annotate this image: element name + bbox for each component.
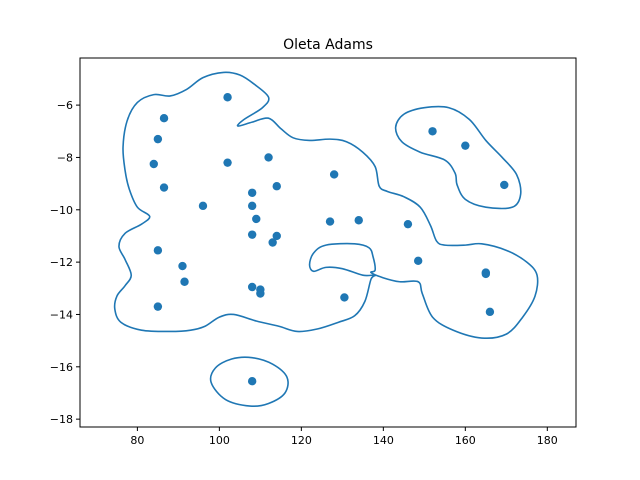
scatter-point-5 xyxy=(159,183,169,192)
scatter-point-9 xyxy=(272,182,281,191)
plot-layer xyxy=(113,71,539,408)
scatter-point-10 xyxy=(329,170,339,179)
scatter-point-22 xyxy=(180,277,189,286)
scatter-point-31 xyxy=(485,307,495,317)
scatter-point-32 xyxy=(247,377,257,386)
y-tick-label: −12 xyxy=(50,256,73,269)
scatter-point-30 xyxy=(481,269,491,279)
scatter-point-1 xyxy=(223,93,232,102)
y-tick-label: −6 xyxy=(57,99,73,112)
scatter-point-13 xyxy=(252,214,261,224)
scatter-point-20 xyxy=(153,246,163,255)
x-tick-label: 80 xyxy=(130,434,144,447)
y-tick-label: −16 xyxy=(50,361,73,374)
scatter-point-6 xyxy=(223,158,232,167)
scatter-point-16 xyxy=(268,238,277,247)
scatter-point-28 xyxy=(153,302,163,311)
y-tick-label: −8 xyxy=(57,151,73,164)
scatter-point-18 xyxy=(354,216,363,225)
scatter-point-14 xyxy=(247,230,257,239)
scatter-point-8 xyxy=(247,188,257,197)
scatter-point-27 xyxy=(340,293,349,302)
scatter-point-23 xyxy=(413,256,423,266)
axes-frame xyxy=(79,57,577,428)
scatter-point-24 xyxy=(247,282,257,292)
y-tick-label: −10 xyxy=(50,204,73,217)
scatter-point-15 xyxy=(272,231,281,241)
scatter-point-21 xyxy=(178,261,187,271)
chart-title: Oleta Adams xyxy=(283,37,373,53)
y-tick-label: −18 xyxy=(50,413,73,426)
scatter-point-33 xyxy=(428,127,437,136)
contour-line-3 xyxy=(209,356,289,408)
scatter-point-35 xyxy=(500,180,509,190)
scatter-point-7 xyxy=(264,153,273,162)
x-tick-label: 160 xyxy=(455,434,476,447)
contour-line-2 xyxy=(394,105,522,210)
scatter-point-4 xyxy=(149,159,158,169)
x-tick-label: 180 xyxy=(537,434,558,447)
scatter-point-26 xyxy=(256,289,265,298)
scatter-point-11 xyxy=(198,201,208,211)
x-tick-label: 120 xyxy=(291,434,312,447)
contour-line-1 xyxy=(113,71,539,339)
scatter-point-3 xyxy=(153,134,163,144)
axes-layer: 80 100 120 140 160 180 −18 −16 −14 −12 −10 −8 −6 xyxy=(50,57,577,447)
x-tick-label: 100 xyxy=(209,434,230,447)
scatter-point-17 xyxy=(325,217,335,226)
scatter-point-19 xyxy=(403,219,413,229)
x-tick-label: 140 xyxy=(373,434,394,447)
scatter-point-2 xyxy=(159,113,169,123)
scatter-point-34 xyxy=(461,141,470,150)
scatter-point-12 xyxy=(247,201,257,211)
y-tick-label: −14 xyxy=(50,308,73,321)
